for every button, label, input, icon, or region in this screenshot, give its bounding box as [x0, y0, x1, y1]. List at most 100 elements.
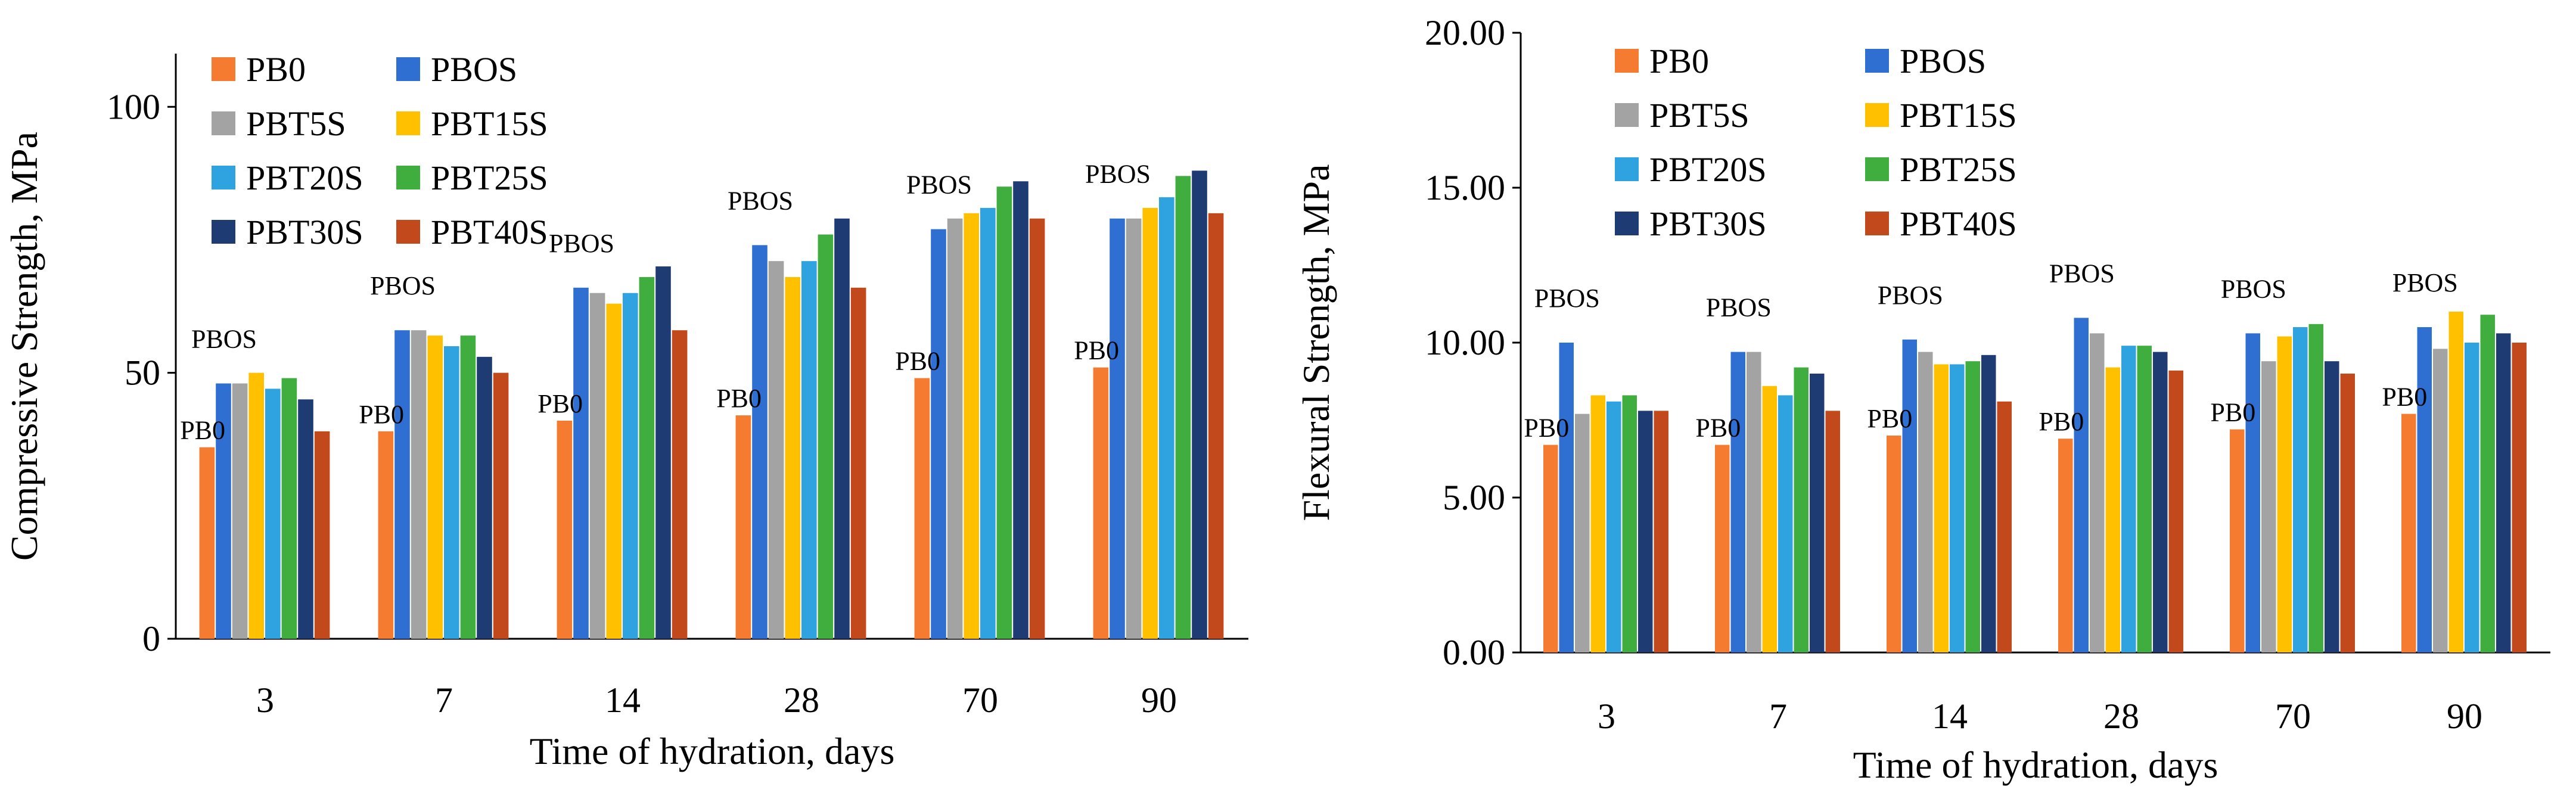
- cs-bar-pbt5s-day-7: [411, 330, 427, 639]
- fs-bar-pbt40s-day-14: [1997, 401, 2012, 652]
- fs-bar-pbt20s-day-90: [2465, 343, 2479, 652]
- cs-x-tick-label: 70: [962, 680, 998, 720]
- fs-x-axis-title: Time of hydration, days: [1853, 744, 2218, 786]
- fs-bar-pbt20s-day-28: [2121, 346, 2136, 652]
- cs-bar-pbt40s-day-28: [850, 287, 866, 639]
- cs-annotation-pbos-day-90: PBOS: [1085, 160, 1151, 189]
- fs-bar-pbt15s-day-90: [2448, 312, 2463, 652]
- fs-bar-pbt5s-day-7: [1747, 352, 1761, 652]
- fs-bar-pbt5s-day-14: [1918, 352, 1933, 652]
- fs-annotation-pb0-day-3: PB0: [1524, 414, 1569, 443]
- fs-y-axis-title: Flexural Strength, MPa: [1295, 164, 1337, 521]
- cs-bar-pbt5s-day-28: [768, 261, 784, 639]
- cs-annotation-pbos-day-14: PBOS: [549, 229, 614, 258]
- fs-legend-swatch-pbt25s: [1865, 157, 1889, 181]
- cs-bar-pbt40s-day-70: [1029, 218, 1045, 639]
- cs-bar-pbt15s-day-14: [606, 303, 622, 639]
- fs-bar-pbt30s-day-14: [1981, 355, 1996, 652]
- fs-bar-pbt20s-day-7: [1778, 395, 1793, 652]
- fs-bar-pbt15s-day-7: [1762, 386, 1777, 652]
- cs-annotation-pb0-day-70: PB0: [895, 347, 940, 376]
- cs-legend-label-pbt30s: PBT30S: [246, 213, 363, 251]
- cs-bar-pbt15s-day-7: [427, 335, 443, 639]
- fs-bar-pbt20s-day-3: [1606, 401, 1621, 652]
- fs-bar-pbt15s-day-70: [2277, 336, 2292, 652]
- cs-legend: PB0 PBOS PBT5S PBT15S PBT20S PBT25S PBT30S PBT4…: [212, 50, 548, 251]
- fs-bar-pbos-day-90: [2417, 327, 2432, 652]
- cs-bar-pbt20s-day-7: [444, 346, 459, 639]
- cs-bar-pbt25s-day-7: [460, 335, 476, 639]
- fs-legend-swatch-pbt40s: [1865, 212, 1889, 235]
- fs-bar-pbt25s-day-90: [2480, 315, 2495, 652]
- fs-bar-pbt5s-day-70: [2261, 361, 2276, 652]
- cs-legend-label-pbt20s: PBT20S: [246, 159, 363, 197]
- fs-annotation-pbos-day-3: PBOS: [1534, 284, 1600, 313]
- cs-bar-pbt25s-day-90: [1175, 176, 1191, 639]
- cs-bar-pbos-day-90: [1110, 218, 1125, 639]
- fs-annotation-pbos-day-70: PBOS: [2221, 274, 2286, 303]
- fs-bar-pbt15s-day-28: [2105, 367, 2120, 652]
- fs-bar-pbt5s-day-28: [2090, 333, 2105, 652]
- fs-annotation-pbos-day-90: PBOS: [2392, 268, 2458, 297]
- cs-annotation-pb0-day-90: PB0: [1074, 336, 1119, 365]
- cs-bar-pbt25s-day-70: [996, 187, 1012, 639]
- fs-legend-swatch-pbt15s: [1865, 103, 1889, 127]
- cs-bar-pbos-day-3: [216, 383, 231, 639]
- fs-legend-label-pb0: PB0: [1649, 42, 1709, 80]
- fs-legend: PB0 PBOS PBT5S PBT15S PBT20S PBT25S PBT30S PBT4…: [1615, 42, 2017, 243]
- fs-bar-pbos-day-70: [2245, 333, 2261, 652]
- fs-annotation-pb0-day-14: PB0: [1867, 404, 1912, 433]
- cs-bar-pbt15s-day-70: [964, 213, 979, 639]
- fs-bar-pbt30s-day-70: [2324, 361, 2339, 652]
- cs-legend-label-pbt15s: PBT15S: [431, 104, 548, 143]
- cs-annotation-pbos-day-28: PBOS: [728, 186, 793, 215]
- cs-bar-pbt25s-day-28: [818, 234, 834, 639]
- fs-bar-pbt25s-day-14: [1965, 361, 1980, 652]
- cs-y-tick-label: 0: [142, 619, 160, 658]
- fs-bar-pbt30s-day-7: [1809, 374, 1825, 652]
- fs-bar-pbos-day-3: [1559, 343, 1574, 652]
- cs-bar-pbt30s-day-70: [1013, 181, 1028, 639]
- fs-x-tick-label: 7: [1769, 697, 1787, 736]
- cs-bar-pbt40s-day-90: [1208, 213, 1224, 639]
- cs-bar-pbt40s-day-14: [672, 330, 688, 639]
- cs-bar-pbos-day-70: [931, 229, 946, 639]
- cs-bar-pb0-day-7: [378, 431, 394, 639]
- fs-bar-pbt40s-day-70: [2340, 374, 2355, 652]
- fs-y-tick-label: 5.00: [1443, 478, 1505, 517]
- fs-bar-pbt20s-day-70: [2293, 327, 2308, 652]
- cs-x-tick-label: 14: [605, 680, 641, 720]
- cs-bar-pbt5s-day-14: [589, 293, 605, 639]
- cs-bar-pbt40s-day-3: [314, 431, 330, 639]
- fs-bar-pbt20s-day-14: [1950, 364, 1965, 652]
- fs-x-tick-label: 70: [2275, 697, 2311, 736]
- fs-y-tick-label: 15.00: [1425, 168, 1505, 207]
- fs-bar-pbos-day-7: [1730, 352, 1746, 652]
- flexural-strength-svg: 0.00 5.00 10.00 15.00 20.00 Flexural Strength…: [1295, 13, 2550, 786]
- cs-legend-swatch-pbt20s: [212, 166, 235, 189]
- fs-bar-pb0-day-28: [2058, 439, 2073, 652]
- cs-x-tick-label: 28: [784, 680, 819, 720]
- cs-bar-pbt30s-day-28: [834, 218, 850, 639]
- cs-bar-pbos-day-14: [573, 287, 589, 639]
- cs-annotation-pbos-day-3: PBOS: [191, 324, 257, 353]
- fs-bar-pbt40s-day-3: [1654, 411, 1668, 652]
- fs-x-tick-label: 3: [1598, 697, 1615, 736]
- cs-y-tick-label: 100: [107, 87, 160, 126]
- fs-bar-pbt40s-day-7: [1825, 411, 1840, 652]
- fs-legend-label-pbt30s: PBT30S: [1649, 204, 1767, 243]
- cs-bar-pbt20s-day-70: [980, 207, 996, 639]
- cs-x-tick-label: 7: [435, 680, 453, 720]
- fs-annotation-pb0-day-70: PB0: [2210, 398, 2255, 427]
- cs-bar-pbos-day-7: [394, 330, 410, 639]
- fs-x-tick-label: 14: [1932, 697, 1968, 736]
- fs-annotation-pb0-day-90: PB0: [2382, 383, 2427, 412]
- cs-bar-pbt25s-day-3: [281, 378, 297, 639]
- cs-legend-swatch-pbt25s: [396, 166, 420, 189]
- cs-bar-pbt30s-day-90: [1192, 170, 1207, 639]
- cs-bar-pbt15s-day-28: [785, 276, 800, 639]
- cs-bar-pb0-day-3: [199, 447, 215, 639]
- cs-bar-pbt15s-day-3: [248, 372, 264, 639]
- fs-bar-pbt25s-day-70: [2308, 324, 2323, 652]
- cs-legend-swatch-pbt5s: [212, 111, 235, 135]
